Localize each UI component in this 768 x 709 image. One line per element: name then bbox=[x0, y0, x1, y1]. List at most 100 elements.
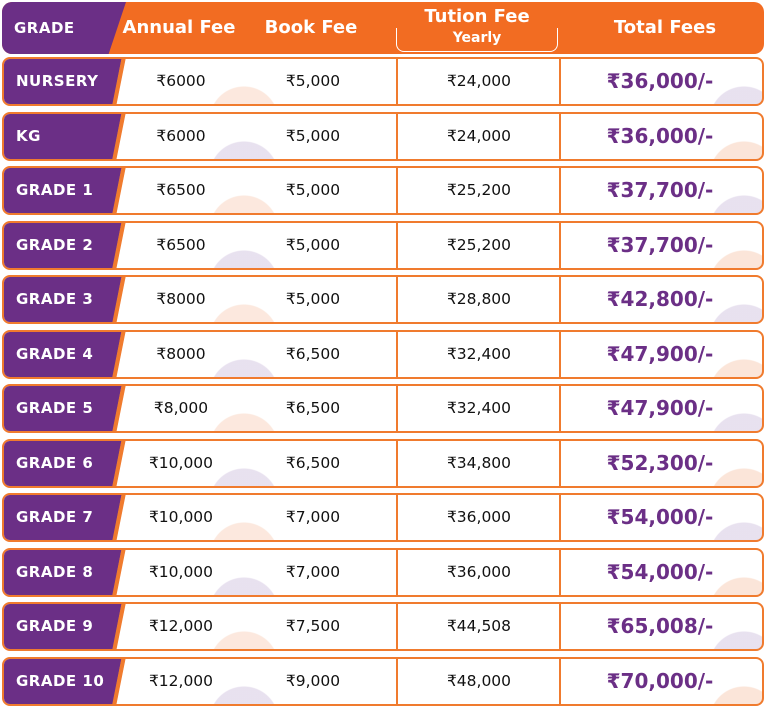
header-grade: GRADE bbox=[2, 2, 126, 54]
header-tuition-fee: Tution Fee bbox=[424, 6, 530, 27]
column-divider bbox=[396, 604, 398, 649]
table-row: GRADE 7 ₹10,000 ₹7,000 ₹36,000 ₹54,000/- bbox=[2, 493, 764, 542]
table-row: GRADE 6 ₹10,000 ₹6,500 ₹34,800 ₹52,300/- bbox=[2, 438, 764, 488]
column-divider bbox=[396, 386, 398, 431]
annual-fee: ₹10,000 bbox=[148, 508, 214, 526]
annual-fee: ₹8000 bbox=[156, 344, 206, 363]
column-divider bbox=[396, 495, 398, 540]
grade-label: GRADE 7 bbox=[4, 495, 122, 540]
table-row: GRADE 1 ₹6500 ₹5,000 ₹25,200 ₹37,700/- bbox=[2, 166, 764, 215]
book-fee: ₹5,000 bbox=[285, 126, 341, 145]
table-row: GRADE 4 ₹8000 ₹6,500 ₹32,400 ₹47,900/- bbox=[2, 329, 764, 379]
tuition-fee: ₹32,400 bbox=[446, 344, 512, 363]
header-tuition-box bbox=[396, 28, 558, 52]
column-divider bbox=[396, 168, 398, 213]
tuition-fee: ₹28,800 bbox=[446, 290, 512, 308]
book-fee: ₹6,500 bbox=[285, 399, 341, 417]
column-divider bbox=[396, 549, 398, 595]
table-row: GRADE 8 ₹10,000 ₹7,000 ₹36,000 ₹54,000/- bbox=[2, 547, 764, 597]
table-row: GRADE 3 ₹8000 ₹5,000 ₹28,800 ₹42,800/- bbox=[2, 275, 764, 324]
tuition-fee: ₹24,000 bbox=[446, 126, 512, 145]
grade-label: GRADE 1 bbox=[4, 168, 122, 213]
book-fee: ₹5,000 bbox=[285, 235, 341, 254]
tuition-fee: ₹25,200 bbox=[446, 235, 512, 254]
total-fee: ₹36,000/- bbox=[606, 69, 714, 93]
book-fee: ₹6,500 bbox=[285, 453, 341, 472]
book-fee: ₹6,500 bbox=[285, 344, 341, 363]
column-divider bbox=[559, 59, 561, 104]
grade-label: GRADE 5 bbox=[4, 386, 122, 431]
table-row: GRADE 9 ₹12,000 ₹7,500 ₹44,508 ₹65,008/- bbox=[2, 602, 764, 651]
tuition-fee: ₹36,000 bbox=[446, 508, 512, 526]
grade-label: GRADE 4 bbox=[4, 331, 122, 377]
table-row: GRADE 10 ₹12,000 ₹9,000 ₹48,000 ₹70,000/- bbox=[2, 656, 764, 706]
total-fee: ₹42,800/- bbox=[606, 287, 714, 311]
column-divider bbox=[559, 168, 561, 213]
column-divider bbox=[559, 549, 561, 595]
tuition-fee: ₹34,800 bbox=[446, 453, 512, 472]
table-row: NURSERY ₹6000 ₹5,000 ₹24,000 ₹36,000/- bbox=[2, 57, 764, 106]
tuition-fee: ₹32,400 bbox=[446, 399, 512, 417]
book-fee: ₹9,000 bbox=[285, 671, 341, 690]
total-fee: ₹36,000/- bbox=[606, 123, 714, 148]
header-total-fees: Total Fees bbox=[613, 17, 717, 38]
header-annual-fee: Annual Fee bbox=[122, 17, 236, 38]
total-fee: ₹37,700/- bbox=[606, 232, 714, 257]
column-divider bbox=[396, 658, 398, 704]
grade-label: KG bbox=[4, 113, 122, 159]
annual-fee: ₹10,000 bbox=[148, 562, 214, 581]
column-divider bbox=[396, 113, 398, 159]
tuition-fee: ₹36,000 bbox=[446, 562, 512, 581]
column-divider bbox=[559, 440, 561, 486]
total-fee: ₹54,000/- bbox=[606, 559, 714, 584]
annual-fee: ₹6500 bbox=[156, 181, 206, 199]
column-divider bbox=[559, 658, 561, 704]
tuition-fee: ₹48,000 bbox=[446, 671, 512, 690]
column-divider bbox=[396, 222, 398, 268]
annual-fee: ₹12,000 bbox=[148, 617, 214, 635]
grade-label: GRADE 9 bbox=[4, 604, 122, 649]
annual-fee: ₹6500 bbox=[156, 235, 206, 254]
grade-label: GRADE 3 bbox=[4, 277, 122, 322]
annual-fee: ₹12,000 bbox=[148, 671, 214, 690]
column-divider bbox=[396, 440, 398, 486]
book-fee: ₹7,500 bbox=[285, 617, 341, 635]
table-row: GRADE 5 ₹8,000 ₹6,500 ₹32,400 ₹47,900/- bbox=[2, 384, 764, 433]
annual-fee: ₹8000 bbox=[156, 290, 206, 308]
column-divider bbox=[559, 604, 561, 649]
grade-label: GRADE 10 bbox=[4, 658, 122, 704]
table-header: GRADE Annual Fee Book Fee Tution Fee Yea… bbox=[2, 2, 764, 54]
column-divider bbox=[559, 495, 561, 540]
total-fee: ₹65,008/- bbox=[606, 614, 714, 638]
tuition-fee: ₹25,200 bbox=[446, 181, 512, 199]
total-fee: ₹54,000/- bbox=[606, 505, 714, 529]
column-divider bbox=[396, 59, 398, 104]
column-divider bbox=[559, 277, 561, 322]
header-book-fee: Book Fee bbox=[264, 17, 358, 38]
column-divider bbox=[396, 331, 398, 377]
tuition-fee: ₹24,000 bbox=[446, 72, 512, 90]
header-tuition-sub: Yearly bbox=[452, 30, 502, 46]
column-divider bbox=[559, 113, 561, 159]
annual-fee: ₹6000 bbox=[156, 72, 206, 90]
table-row: KG ₹6000 ₹5,000 ₹24,000 ₹36,000/- bbox=[2, 111, 764, 161]
column-divider bbox=[559, 222, 561, 268]
total-fee: ₹47,900/- bbox=[606, 396, 714, 420]
column-divider bbox=[559, 331, 561, 377]
book-fee: ₹5,000 bbox=[285, 72, 341, 90]
column-divider bbox=[396, 277, 398, 322]
annual-fee: ₹6000 bbox=[156, 126, 206, 145]
tuition-fee: ₹44,508 bbox=[446, 617, 512, 635]
column-divider bbox=[559, 386, 561, 431]
annual-fee: ₹8,000 bbox=[153, 399, 209, 417]
annual-fee: ₹10,000 bbox=[148, 453, 214, 472]
grade-label: GRADE 6 bbox=[4, 440, 122, 486]
grade-label: NURSERY bbox=[4, 59, 122, 104]
grade-label: GRADE 2 bbox=[4, 222, 122, 268]
book-fee: ₹5,000 bbox=[285, 290, 341, 308]
total-fee: ₹52,300/- bbox=[606, 450, 714, 475]
book-fee: ₹7,000 bbox=[285, 508, 341, 526]
table-row: GRADE 2 ₹6500 ₹5,000 ₹25,200 ₹37,700/- bbox=[2, 220, 764, 270]
book-fee: ₹7,000 bbox=[285, 562, 341, 581]
